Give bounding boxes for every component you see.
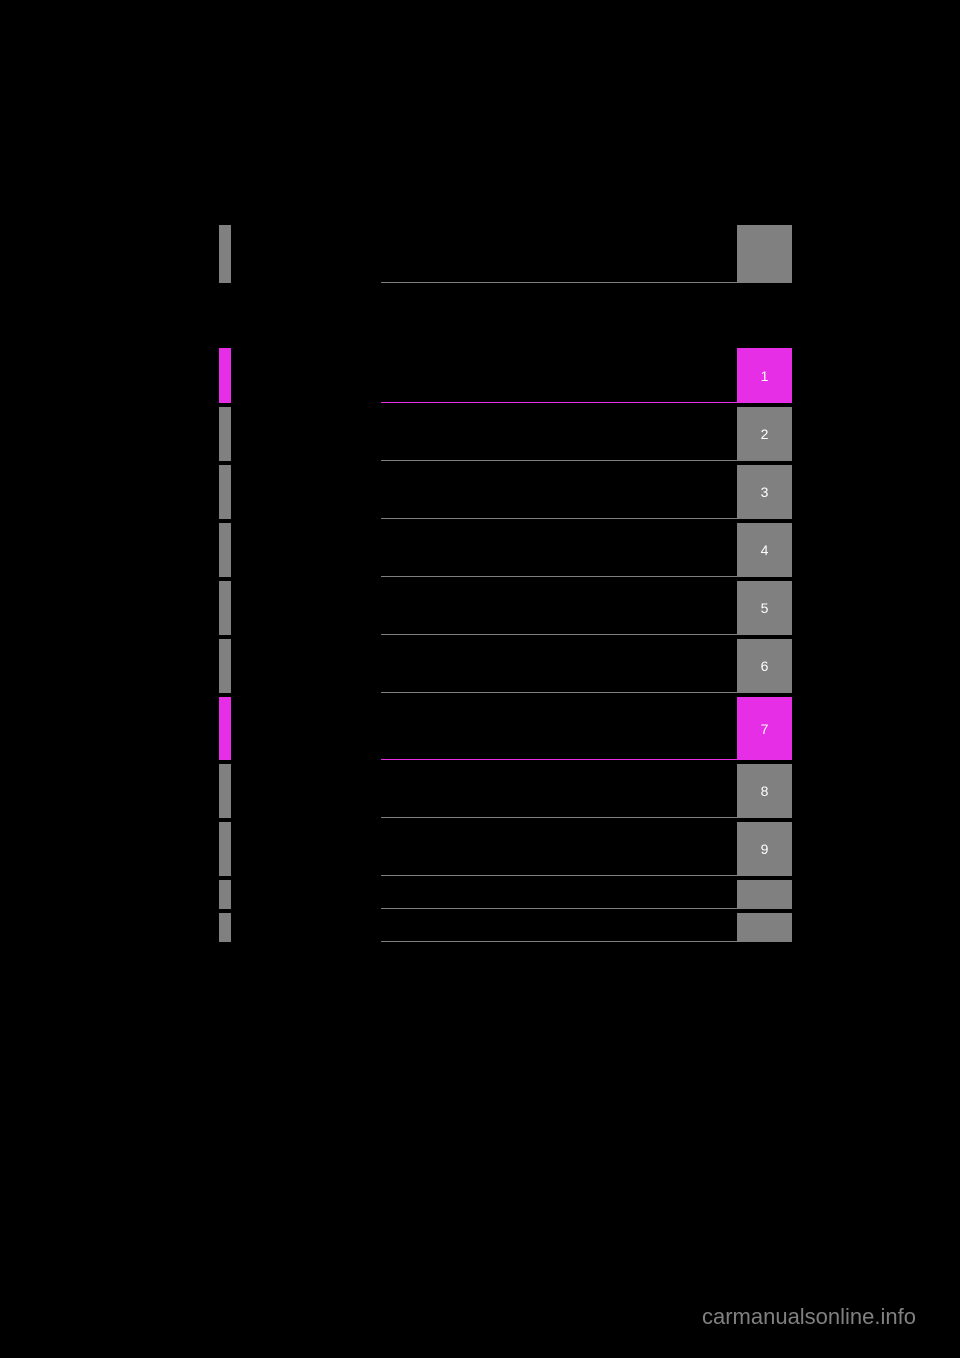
toc-row-7[interactable]: 7 bbox=[219, 697, 792, 760]
toc-center bbox=[381, 581, 737, 635]
toc-left-strip bbox=[219, 523, 231, 577]
toc-row-10[interactable] bbox=[219, 880, 792, 909]
header-left-strip bbox=[219, 225, 231, 283]
toc-row-8[interactable]: 8 bbox=[219, 764, 792, 818]
toc-gap bbox=[231, 581, 381, 635]
toc-gap bbox=[231, 697, 381, 760]
toc-number-box: 8 bbox=[737, 764, 792, 818]
toc-row-5[interactable]: 5 bbox=[219, 581, 792, 635]
toc-center bbox=[381, 465, 737, 519]
watermark-text: carmanualsonline.info bbox=[702, 1304, 916, 1330]
toc-gap bbox=[231, 407, 381, 461]
toc-gap bbox=[231, 639, 381, 693]
toc-row-4[interactable]: 4 bbox=[219, 523, 792, 577]
toc-left-strip bbox=[219, 407, 231, 461]
toc-left-strip bbox=[219, 913, 231, 942]
toc-gap bbox=[231, 523, 381, 577]
toc-left-strip bbox=[219, 465, 231, 519]
toc-center bbox=[381, 913, 737, 942]
header-gap bbox=[231, 225, 381, 283]
toc-gap bbox=[231, 913, 381, 942]
toc-center bbox=[381, 523, 737, 577]
toc-number-box: 6 bbox=[737, 639, 792, 693]
toc-row-6[interactable]: 6 bbox=[219, 639, 792, 693]
header-right-box bbox=[737, 225, 792, 283]
toc-row-11[interactable] bbox=[219, 913, 792, 942]
toc-row-9[interactable]: 9 bbox=[219, 822, 792, 876]
toc-left-strip bbox=[219, 639, 231, 693]
toc-number-box: 3 bbox=[737, 465, 792, 519]
toc-gap bbox=[231, 880, 381, 909]
toc-row-2[interactable]: 2 bbox=[219, 407, 792, 461]
toc-number-box: 7 bbox=[737, 697, 792, 760]
toc-center bbox=[381, 407, 737, 461]
toc-number-box bbox=[737, 913, 792, 942]
toc-center bbox=[381, 697, 737, 760]
toc-left-strip bbox=[219, 697, 231, 760]
toc-gap bbox=[231, 348, 381, 403]
toc-number-box: 5 bbox=[737, 581, 792, 635]
toc-left-strip bbox=[219, 822, 231, 876]
toc-left-strip bbox=[219, 764, 231, 818]
toc-row-3[interactable]: 3 bbox=[219, 465, 792, 519]
header-center bbox=[381, 225, 737, 283]
toc-center bbox=[381, 639, 737, 693]
toc-left-strip bbox=[219, 348, 231, 403]
header-row bbox=[219, 225, 792, 283]
toc-gap bbox=[231, 465, 381, 519]
toc-left-strip bbox=[219, 581, 231, 635]
toc-number-box: 1 bbox=[737, 348, 792, 403]
toc-number-box: 2 bbox=[737, 407, 792, 461]
toc-row-1[interactable]: 1 bbox=[219, 348, 792, 403]
toc-number-box bbox=[737, 880, 792, 909]
toc-center bbox=[381, 880, 737, 909]
toc-center bbox=[381, 764, 737, 818]
toc-number-box: 9 bbox=[737, 822, 792, 876]
toc-gap bbox=[231, 764, 381, 818]
toc-left-strip bbox=[219, 880, 231, 909]
toc-gap bbox=[231, 822, 381, 876]
toc-center bbox=[381, 348, 737, 403]
toc-center bbox=[381, 822, 737, 876]
toc-number-box: 4 bbox=[737, 523, 792, 577]
